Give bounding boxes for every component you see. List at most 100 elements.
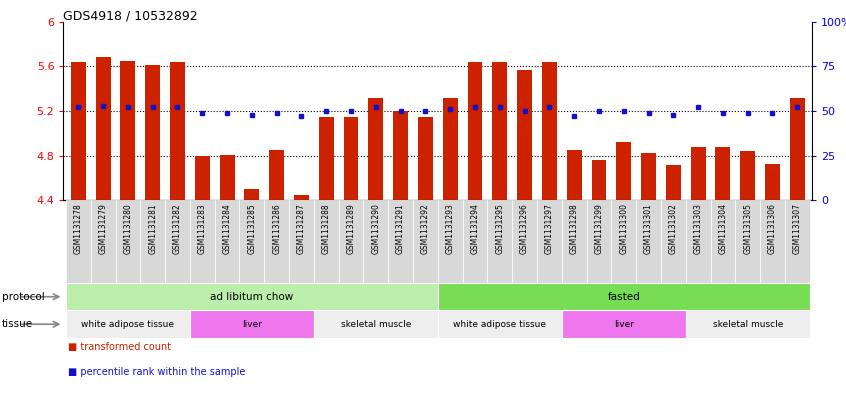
Bar <box>785 200 810 283</box>
Bar <box>66 283 437 310</box>
Text: GSM1131302: GSM1131302 <box>669 203 678 254</box>
Text: GSM1131289: GSM1131289 <box>347 203 355 253</box>
Text: GSM1131285: GSM1131285 <box>247 203 256 253</box>
Text: GSM1131306: GSM1131306 <box>768 203 777 254</box>
Bar <box>120 61 135 200</box>
Bar <box>418 117 433 200</box>
Bar <box>116 200 140 283</box>
Bar <box>66 200 91 283</box>
Bar <box>71 62 85 200</box>
Bar <box>269 150 284 200</box>
Bar <box>343 117 359 200</box>
Text: GSM1131300: GSM1131300 <box>619 203 629 254</box>
Bar <box>437 200 463 283</box>
Bar <box>616 142 631 200</box>
Text: ad libitum chow: ad libitum chow <box>211 292 294 302</box>
Text: GSM1131296: GSM1131296 <box>520 203 529 254</box>
Text: ■ transformed count: ■ transformed count <box>68 342 171 352</box>
Text: GSM1131282: GSM1131282 <box>173 203 182 253</box>
Bar <box>437 283 810 310</box>
Text: GSM1131286: GSM1131286 <box>272 203 281 253</box>
Bar <box>388 200 413 283</box>
Text: skeletal muscle: skeletal muscle <box>341 320 411 329</box>
Text: white adipose tissue: white adipose tissue <box>81 320 174 329</box>
Bar <box>294 195 309 200</box>
Bar <box>716 147 730 200</box>
Text: tissue: tissue <box>2 319 33 329</box>
Bar <box>91 200 116 283</box>
Bar <box>492 62 508 200</box>
Bar <box>562 310 686 338</box>
Text: white adipose tissue: white adipose tissue <box>453 320 547 329</box>
Text: GSM1131288: GSM1131288 <box>321 203 331 253</box>
Bar <box>364 200 388 283</box>
Bar <box>170 62 185 200</box>
Text: GSM1131284: GSM1131284 <box>222 203 232 253</box>
Bar <box>562 200 586 283</box>
Bar <box>711 200 735 283</box>
Text: GSM1131307: GSM1131307 <box>793 203 802 254</box>
Bar <box>314 200 338 283</box>
Bar <box>190 200 215 283</box>
Text: GDS4918 / 10532892: GDS4918 / 10532892 <box>63 10 198 23</box>
Text: GSM1131281: GSM1131281 <box>148 203 157 253</box>
Bar <box>244 189 260 200</box>
Text: GSM1131293: GSM1131293 <box>446 203 454 254</box>
Text: GSM1131295: GSM1131295 <box>495 203 504 254</box>
Bar <box>591 160 607 200</box>
Bar <box>636 200 661 283</box>
Bar <box>765 163 780 200</box>
Text: GSM1131279: GSM1131279 <box>99 203 107 254</box>
Text: protocol: protocol <box>2 292 45 302</box>
Bar <box>215 200 239 283</box>
Bar <box>686 200 711 283</box>
Text: GSM1131301: GSM1131301 <box>644 203 653 254</box>
Text: GSM1131303: GSM1131303 <box>694 203 703 254</box>
Text: GSM1131280: GSM1131280 <box>124 203 133 253</box>
Bar <box>760 200 785 283</box>
Bar <box>239 200 264 283</box>
Bar <box>661 200 686 283</box>
Bar <box>463 200 487 283</box>
Text: GSM1131291: GSM1131291 <box>396 203 405 253</box>
Bar <box>190 310 314 338</box>
Bar <box>567 150 581 200</box>
Text: GSM1131299: GSM1131299 <box>595 203 603 254</box>
Bar <box>512 200 537 283</box>
Text: skeletal muscle: skeletal muscle <box>712 320 783 329</box>
Bar <box>442 97 458 200</box>
Text: liver: liver <box>242 320 262 329</box>
Text: GSM1131294: GSM1131294 <box>470 203 480 254</box>
Bar <box>586 200 612 283</box>
Bar <box>96 57 111 200</box>
Bar <box>740 151 755 200</box>
Text: GSM1131290: GSM1131290 <box>371 203 381 254</box>
Text: GSM1131278: GSM1131278 <box>74 203 83 253</box>
Text: GSM1131305: GSM1131305 <box>743 203 752 254</box>
Bar <box>487 200 512 283</box>
Text: GSM1131287: GSM1131287 <box>297 203 306 253</box>
Bar <box>686 310 810 338</box>
Text: GSM1131297: GSM1131297 <box>545 203 554 254</box>
Bar <box>641 154 656 200</box>
Bar <box>264 200 289 283</box>
Bar <box>537 200 562 283</box>
Bar <box>393 111 408 200</box>
Bar <box>195 156 210 200</box>
Bar <box>140 200 165 283</box>
Bar <box>517 70 532 200</box>
Text: GSM1131304: GSM1131304 <box>718 203 728 254</box>
Text: GSM1131292: GSM1131292 <box>421 203 430 253</box>
Bar <box>690 147 706 200</box>
Bar <box>220 154 234 200</box>
Bar <box>468 62 482 200</box>
Text: liver: liver <box>613 320 634 329</box>
Bar <box>790 97 805 200</box>
Text: fasted: fasted <box>607 292 640 302</box>
Bar <box>542 62 557 200</box>
Bar <box>146 65 160 200</box>
Text: GSM1131283: GSM1131283 <box>198 203 206 253</box>
Bar <box>66 310 190 338</box>
Bar <box>165 200 190 283</box>
Bar <box>338 200 364 283</box>
